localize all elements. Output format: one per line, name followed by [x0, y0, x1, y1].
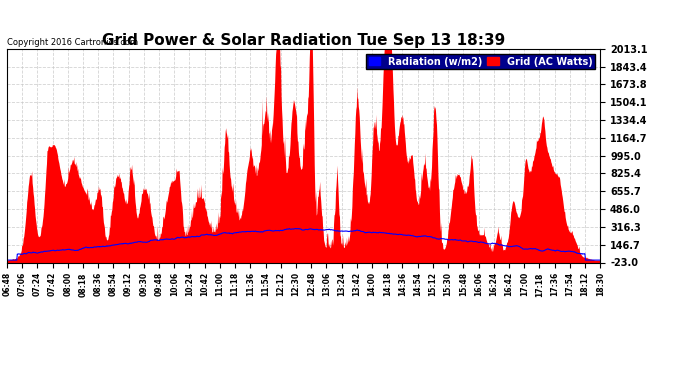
Legend: Radiation (w/m2), Grid (AC Watts): Radiation (w/m2), Grid (AC Watts): [366, 54, 595, 69]
Text: Copyright 2016 Cartronics.com: Copyright 2016 Cartronics.com: [7, 38, 138, 46]
Title: Grid Power & Solar Radiation Tue Sep 13 18:39: Grid Power & Solar Radiation Tue Sep 13 …: [102, 33, 505, 48]
